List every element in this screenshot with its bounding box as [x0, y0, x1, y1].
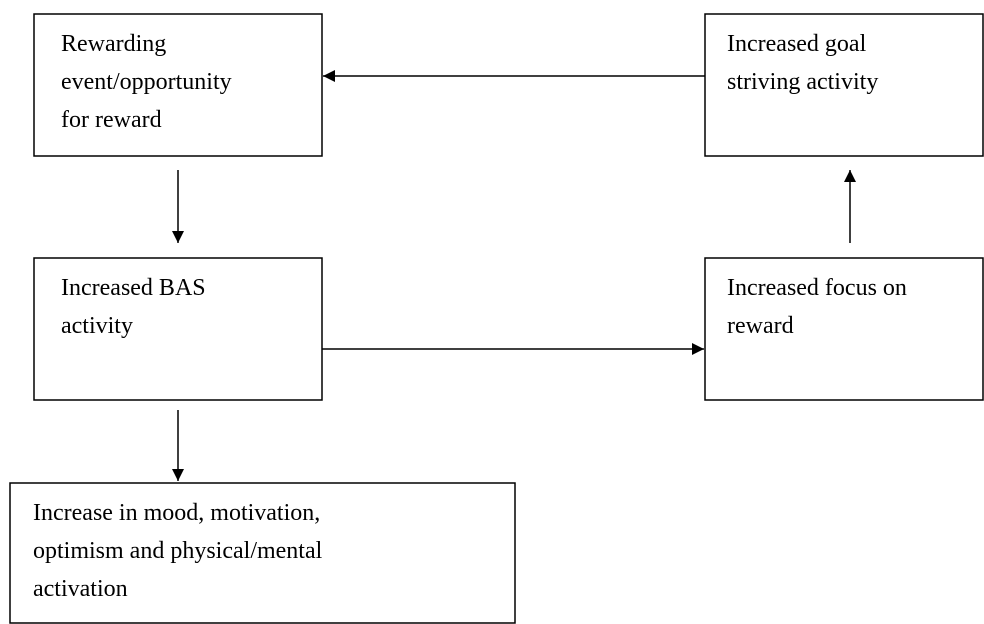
node-label: Rewarding	[61, 31, 166, 57]
node-label: activity	[61, 313, 133, 339]
node-label: Increase in mood, motivation,	[33, 500, 320, 526]
node-box	[9, 482, 516, 624]
node-box	[704, 257, 984, 401]
node-label: for reward	[61, 107, 162, 133]
node-label: Increased BAS	[61, 275, 206, 301]
node-label: Increased goal	[727, 31, 867, 57]
labels: Rewarding event/opportunity for reward Incr…	[33, 31, 907, 602]
node-box	[704, 13, 984, 157]
node-label: activation	[33, 576, 128, 602]
node-box	[33, 13, 323, 157]
node-label: striving activity	[727, 69, 878, 95]
node-label: optimism and physical/mental	[33, 538, 323, 564]
node-label: event/opportunity	[61, 69, 232, 95]
node-label: reward	[727, 313, 794, 339]
node-box	[33, 257, 323, 401]
node-label: Increased focus on	[727, 275, 907, 301]
